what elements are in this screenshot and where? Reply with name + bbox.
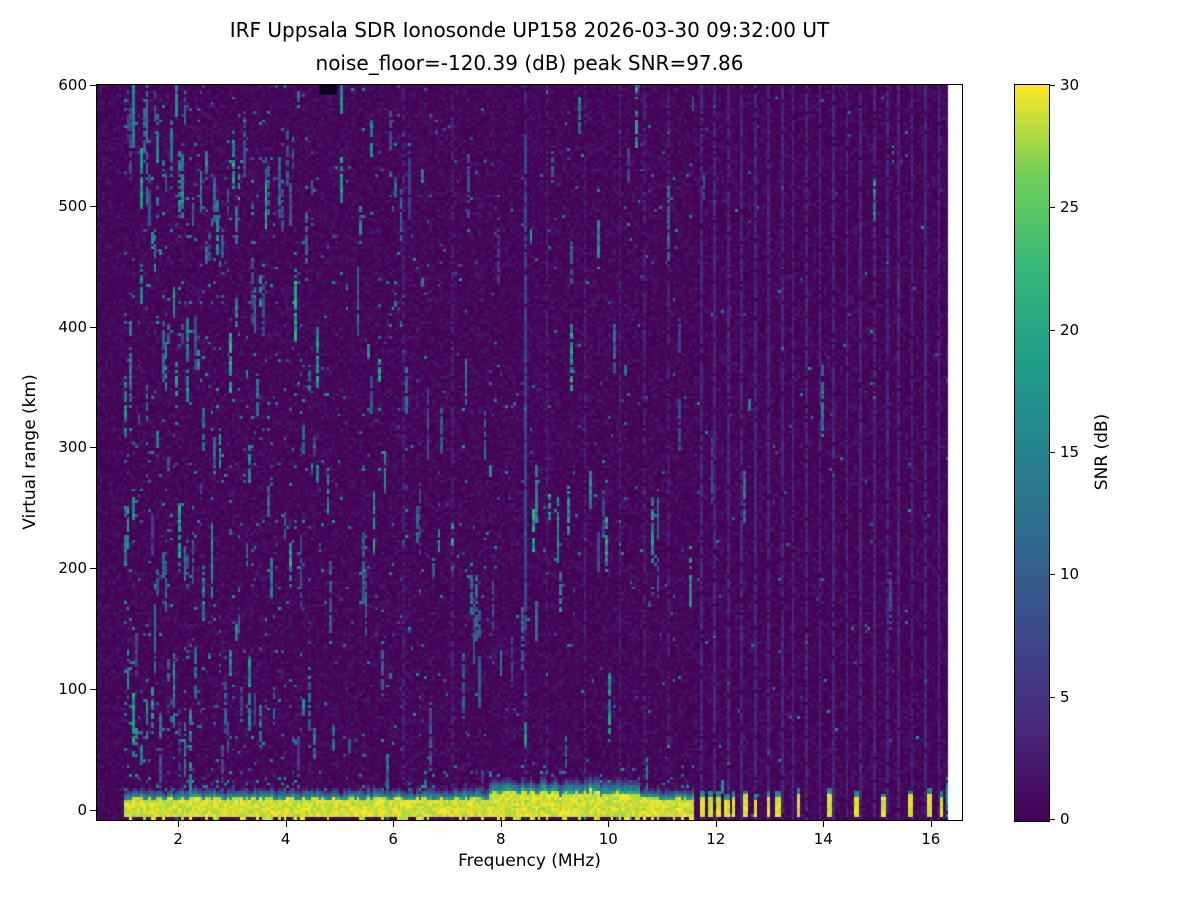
colorbar-label: SNR (dB) xyxy=(1092,413,1112,491)
x-tick-label: 12 xyxy=(706,830,726,848)
x-tick-label: 4 xyxy=(280,830,291,848)
ionogram-heatmap xyxy=(97,85,962,820)
tick-mark xyxy=(715,821,717,827)
tick-mark xyxy=(608,821,610,827)
tick-mark xyxy=(1049,819,1055,820)
y-tick-label: 500 xyxy=(58,196,87,215)
x-tick-label: 16 xyxy=(921,830,941,848)
tick-mark xyxy=(90,85,96,86)
y-tick-label: 0 xyxy=(77,800,87,819)
y-tick-label: 600 xyxy=(58,76,87,94)
tick-mark xyxy=(1049,329,1055,331)
tick-mark xyxy=(1049,696,1055,698)
tick-mark xyxy=(90,326,96,328)
tick-mark xyxy=(90,689,96,691)
colorbar xyxy=(1014,84,1050,822)
tick-mark xyxy=(1049,85,1055,86)
plot-area xyxy=(96,84,963,821)
tick-mark xyxy=(393,821,395,827)
tick-mark xyxy=(90,205,96,207)
tick-mark xyxy=(1049,452,1055,453)
colorbar-tick-label: 20 xyxy=(1060,320,1080,339)
y-tick-label: 200 xyxy=(58,559,87,578)
y-axis-label: Virtual range (km) xyxy=(20,374,40,530)
tick-mark xyxy=(930,821,932,827)
colorbar-tick-label: 15 xyxy=(1060,443,1080,461)
colorbar-tick-label: 5 xyxy=(1060,687,1070,706)
colorbar-tick-label: 25 xyxy=(1060,198,1080,217)
tick-mark xyxy=(285,821,287,827)
chart-title: IRF Uppsala SDR Ionosonde UP158 2026-03-… xyxy=(97,14,962,80)
y-tick-label: 400 xyxy=(58,317,87,336)
x-tick-label: 10 xyxy=(598,830,618,848)
chart-title-line2: noise_floor=-120.39 (dB) peak SNR=97.86 xyxy=(315,51,744,75)
chart-title-line1: IRF Uppsala SDR Ionosonde UP158 2026-03-… xyxy=(229,18,830,42)
tick-mark xyxy=(90,447,96,449)
tick-mark xyxy=(90,809,96,811)
x-tick-label: 14 xyxy=(813,830,833,848)
colorbar-tick-label: 10 xyxy=(1060,565,1080,584)
tick-mark xyxy=(90,568,96,570)
colorbar-tick-label: 30 xyxy=(1060,76,1080,94)
tick-mark xyxy=(1049,207,1055,209)
y-tick-label: 100 xyxy=(58,680,87,699)
tick-mark xyxy=(178,821,180,827)
x-tick-label: 8 xyxy=(495,830,506,848)
y-tick-label: 300 xyxy=(58,438,87,457)
colorbar-tick-label: 0 xyxy=(1060,810,1070,828)
tick-mark xyxy=(500,821,502,827)
x-axis-label: Frequency (MHz) xyxy=(458,851,601,871)
tick-mark xyxy=(823,821,825,827)
tick-mark xyxy=(1049,574,1055,576)
x-tick-label: 2 xyxy=(173,830,183,848)
x-tick-label: 6 xyxy=(388,830,398,848)
